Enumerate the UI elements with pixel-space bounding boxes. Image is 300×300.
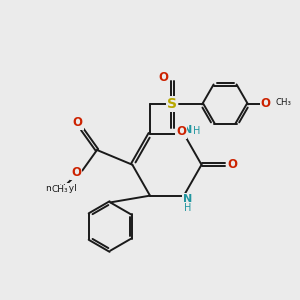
- Text: O: O: [71, 166, 81, 178]
- Text: CH₃: CH₃: [275, 98, 291, 107]
- Text: O: O: [159, 71, 169, 84]
- Text: O: O: [227, 158, 237, 171]
- Text: O: O: [261, 97, 271, 110]
- Text: methyl: methyl: [45, 184, 77, 193]
- Text: H: H: [184, 203, 191, 213]
- Text: N: N: [183, 194, 192, 204]
- Text: CH₃: CH₃: [52, 185, 68, 194]
- Text: N: N: [183, 125, 192, 135]
- Text: H: H: [194, 126, 201, 136]
- Text: O: O: [73, 116, 83, 129]
- Text: O: O: [261, 97, 271, 110]
- Text: S: S: [167, 98, 177, 111]
- Text: O: O: [176, 125, 186, 138]
